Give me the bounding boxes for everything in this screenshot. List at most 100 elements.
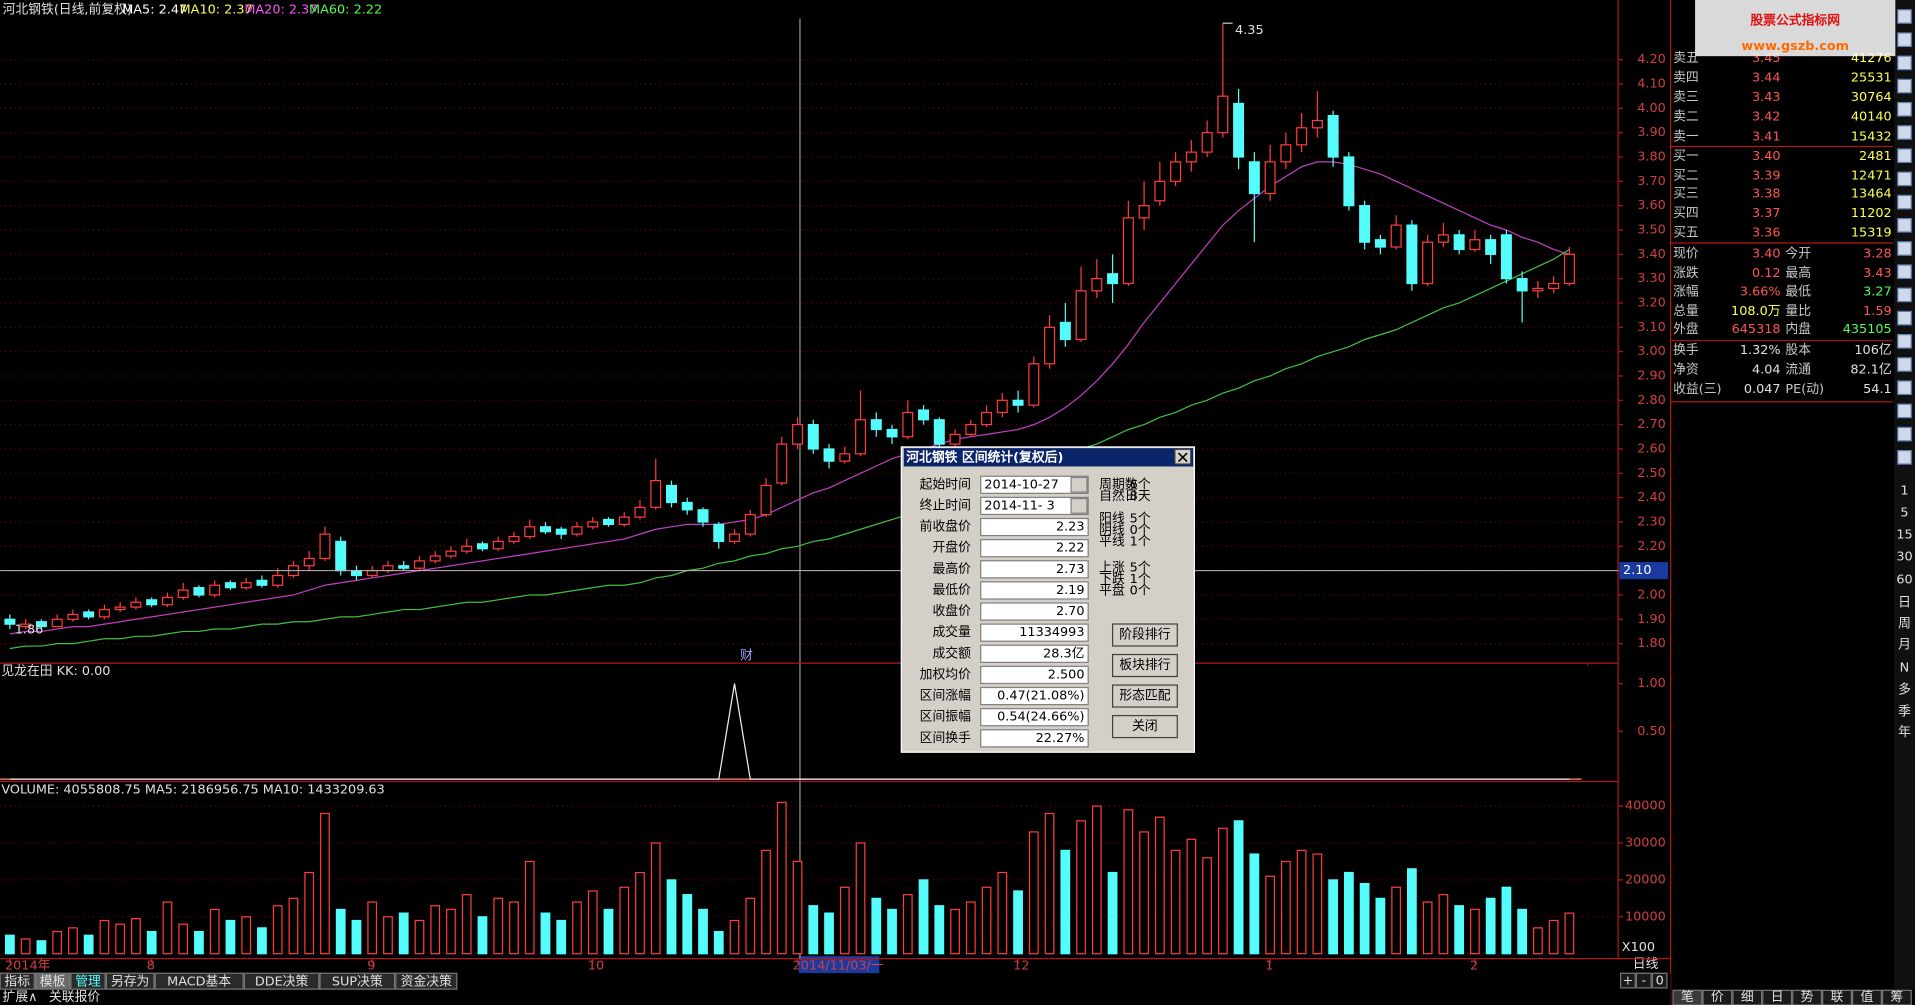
tool-icon[interactable] [1897,380,1912,396]
period-button[interactable]: 多 [1898,682,1911,697]
period-button[interactable]: 15 [1896,527,1912,542]
volume-bar [1454,905,1465,955]
candle-body [681,501,693,511]
tab[interactable] [34,972,71,990]
tool-icon[interactable] [1897,217,1912,233]
candle-body [1091,278,1103,292]
dialog-button[interactable] [1111,684,1178,708]
y-tick-label: 3.70 [1637,174,1666,189]
tool-icon[interactable] [1897,101,1912,117]
quote-tab-label[interactable]: 联 [1831,990,1844,1005]
field-box [980,665,1089,685]
tool-icon[interactable] [1897,32,1912,48]
zoom-label[interactable]: - [1641,974,1646,989]
candle-body [1296,127,1308,146]
tab-label[interactable]: 另存为 [111,974,149,989]
zoom-button[interactable] [1651,972,1668,989]
candle-body [1548,282,1560,289]
tool-icon[interactable] [1897,9,1912,24]
tool-icon[interactable] [1897,449,1912,465]
candle-body [965,424,977,435]
period-button[interactable]: 年 [1898,725,1911,740]
zoom-label[interactable]: 0 [1656,974,1664,989]
button-label[interactable]: 关闭 [1132,719,1158,734]
tab-label[interactable]: SUP决策 [332,973,383,989]
tab-label[interactable]: 资金决策 [401,973,452,989]
zoom-label[interactable]: + [1623,974,1634,989]
candle-body [20,623,32,628]
y-tick-label: 2.90 [1637,368,1666,383]
period-button[interactable]: 周 [1898,617,1911,632]
candle-body [823,448,835,462]
tab-label[interactable]: 模板 [40,974,66,989]
button-label[interactable]: 阶段排行 [1119,627,1170,642]
quote-tab-label[interactable]: 势 [1801,989,1814,1005]
period-button[interactable]: 60 [1896,573,1912,588]
tab-label[interactable]: 指标 [4,974,30,989]
tool-icon[interactable] [1897,148,1912,164]
dialog-button[interactable] [1111,653,1178,678]
field-label: 区间换手 [920,731,971,746]
tool-icon[interactable] [1897,310,1912,326]
quote-tab-label[interactable]: 值 [1861,989,1874,1005]
tool-icon[interactable] [1897,264,1912,280]
tab-label[interactable]: 关联报价 [49,990,100,1005]
tool-icon[interactable] [1897,171,1912,187]
zoom-button[interactable] [1619,972,1636,989]
date-spin[interactable] [1070,497,1088,514]
volume-bar [997,871,1008,955]
stat-value: 0个 [1130,523,1151,538]
button-label[interactable]: 形态匹配 [1119,689,1170,704]
volume-bar [682,894,693,955]
tab-label[interactable]: MACD基本 [167,974,231,989]
tab[interactable] [154,972,244,990]
volume-bar [20,938,31,955]
tool-icon[interactable] [1897,55,1912,71]
period-button[interactable]: 日 [1898,596,1911,611]
tool-icon[interactable] [1897,194,1912,210]
button-label[interactable]: 板块排行 [1119,658,1170,673]
tab-label[interactable]: 扩展∧ [3,990,38,1005]
field-box[interactable] [980,475,1089,494]
quote-tab-label[interactable]: 筹 [1890,989,1903,1005]
quote-label: 收益(三) [1673,382,1721,397]
tool-icon[interactable] [1897,78,1912,94]
tool-icon[interactable] [1897,287,1912,303]
period-button[interactable]: N [1900,660,1910,675]
tool-icon[interactable] [1897,241,1912,256]
dialog-button[interactable] [1111,623,1178,647]
quote-tab-label[interactable]: 价 [1711,990,1724,1005]
tool-icon[interactable] [1897,426,1912,442]
quote-value: 3.43 [1863,266,1892,281]
tool-icon[interactable] [1897,333,1912,349]
tab[interactable] [395,972,458,990]
tool-icon[interactable] [1897,403,1912,419]
tab[interactable] [319,972,396,990]
book-volume: 15432 [1851,129,1892,144]
period-button[interactable]: 1 [1900,483,1908,498]
quote-tab-label[interactable]: 细 [1741,990,1754,1005]
tool-icon[interactable] [1897,357,1912,372]
volume-bar [241,916,252,955]
tab[interactable] [243,972,320,990]
tab-label[interactable]: 管理 [75,974,101,989]
period-button[interactable]: 5 [1900,505,1908,520]
zoom-button[interactable] [1635,972,1652,989]
candle-body [1406,224,1418,285]
field-box[interactable] [980,496,1089,516]
quote-tab-label[interactable]: 笔 [1681,989,1694,1005]
period-button[interactable]: 月 [1898,637,1911,652]
period-button[interactable]: 季 [1898,704,1911,719]
tab[interactable] [70,972,106,990]
book-label: 买一 [1673,149,1699,164]
tab[interactable] [105,972,155,990]
candle-body [413,560,425,569]
tool-icon[interactable] [1897,125,1912,140]
tab-label[interactable]: DDE决策 [255,973,309,989]
quote-tab-label[interactable]: 日 [1771,990,1784,1005]
tab[interactable] [0,972,35,990]
date-spin[interactable] [1070,476,1088,493]
period-button[interactable]: 30 [1896,549,1912,564]
watermark-url: www.gszb.com [1741,39,1849,54]
dialog-button[interactable] [1111,714,1178,739]
